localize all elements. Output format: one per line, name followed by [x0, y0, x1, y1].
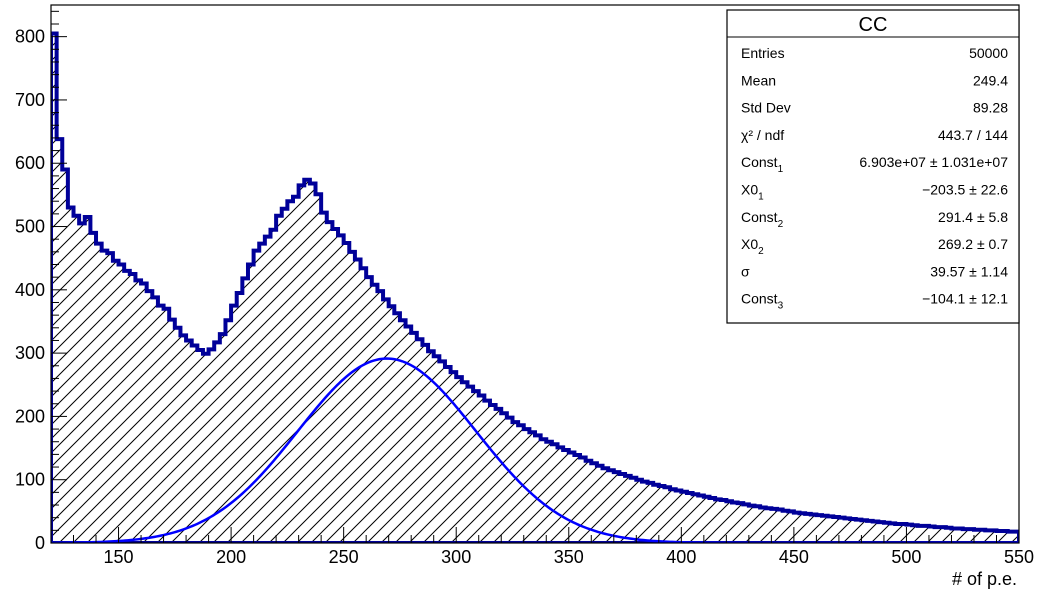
x-tick-label: 400 [666, 547, 696, 567]
x-axis: 150 200 250 300 350 400 450 500 550 [50, 527, 1034, 567]
stats-row-value: 39.57 ± 1.14 [930, 263, 1008, 279]
stats-row-value: 269.2 ± 0.7 [938, 236, 1008, 252]
stats-box: CC Entries 50000 Mean 249.4 Std Dev 89.28 χ² /… [726, 9, 1020, 324]
y-tick-label: 800 [15, 27, 45, 47]
x-tick-label: 500 [891, 547, 921, 567]
stats-row-value: 291.4 ± 5.8 [938, 209, 1008, 225]
y-tick-label: 100 [15, 470, 45, 490]
stats-box-frame [726, 9, 1020, 324]
y-tick-label: 400 [15, 280, 45, 300]
y-tick-label: 700 [15, 90, 45, 110]
x-tick-label: 450 [779, 547, 809, 567]
stats-row-label: σ [741, 263, 750, 279]
y-tick-label: 300 [15, 343, 45, 363]
y-axis: 0 100 200 300 400 500 600 700 800 [15, 10, 67, 553]
x-tick-label: 300 [441, 547, 471, 567]
stats-row-value: 6.903e+07 ± 1.031e+07 [859, 154, 1008, 170]
x-axis-title: # of p.e. [952, 569, 1017, 589]
stats-row-value: 89.28 [973, 100, 1008, 116]
histogram-outline [51, 31, 1019, 543]
x-tick-label: 200 [216, 547, 246, 567]
fit-curve-gaussian [51, 357, 1019, 543]
stats-box-title: CC [859, 14, 888, 36]
stats-row-label: Const3 [741, 291, 784, 312]
stats-row-label: χ² / ndf [741, 127, 784, 143]
x-tick-label: 150 [104, 547, 134, 567]
stats-row-label: Entries [741, 45, 785, 61]
fit-curves-layer [51, 357, 1019, 543]
y-tick-label: 200 [15, 406, 45, 426]
stats-row-label: Mean [741, 72, 776, 88]
x-tick-label: 350 [554, 547, 584, 567]
stats-row-value: 249.4 [973, 72, 1008, 88]
x-tick-label: 550 [1004, 547, 1034, 567]
stats-row-value: 443.7 / 144 [938, 127, 1008, 143]
stats-row-value: −203.5 ± 22.6 [922, 182, 1008, 198]
histogram-fill [51, 33, 1019, 543]
stats-row-value: −104.1 ± 12.1 [922, 291, 1008, 307]
stats-row-label: Std Dev [741, 100, 791, 116]
x-tick-label: 250 [329, 547, 359, 567]
histogram-layer [51, 31, 1019, 543]
stats-row-value: 50000 [969, 45, 1008, 61]
y-tick-label: 0 [35, 533, 45, 553]
stats-row-label: Const1 [741, 154, 784, 175]
y-tick-label: 500 [15, 217, 45, 237]
y-tick-label: 600 [15, 153, 45, 173]
stats-row-label: Const2 [741, 209, 784, 230]
